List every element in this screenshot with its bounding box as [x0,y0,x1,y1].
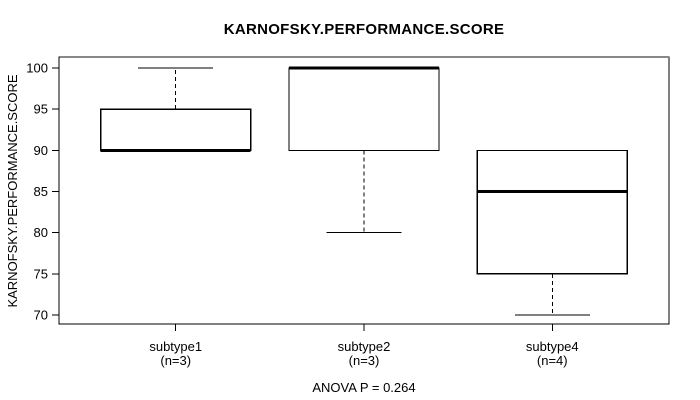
box-subtype2 [288,67,440,151]
chart-title: KARNOFSKY.PERFORMANCE.SCORE [224,21,505,38]
box-subtype4 [476,149,628,275]
y-tick-label: 95 [34,102,48,117]
box-subtype1 [100,108,252,151]
anova-p-value: ANOVA P = 0.264 [312,380,415,395]
y-tick-label: 90 [34,143,48,158]
plot-area: 707580859095100subtype1(n=3)subtype2(n=3… [26,56,670,368]
y-tick-label: 70 [34,307,48,322]
x-group-label: subtype2 [338,339,391,354]
x-group-count: (n=3) [349,353,380,368]
y-tick-label: 80 [34,225,48,240]
x-group-count: (n=3) [160,353,191,368]
x-group-label: subtype4 [526,339,579,354]
x-group-count: (n=4) [537,353,568,368]
y-tick-label: 100 [26,61,48,76]
y-tick-label: 75 [34,266,48,281]
x-group-label: subtype1 [149,339,202,354]
y-axis-label: KARNOFSKY.PERFORMANCE.SCORE [5,74,20,307]
y-tick-label: 85 [34,184,48,199]
